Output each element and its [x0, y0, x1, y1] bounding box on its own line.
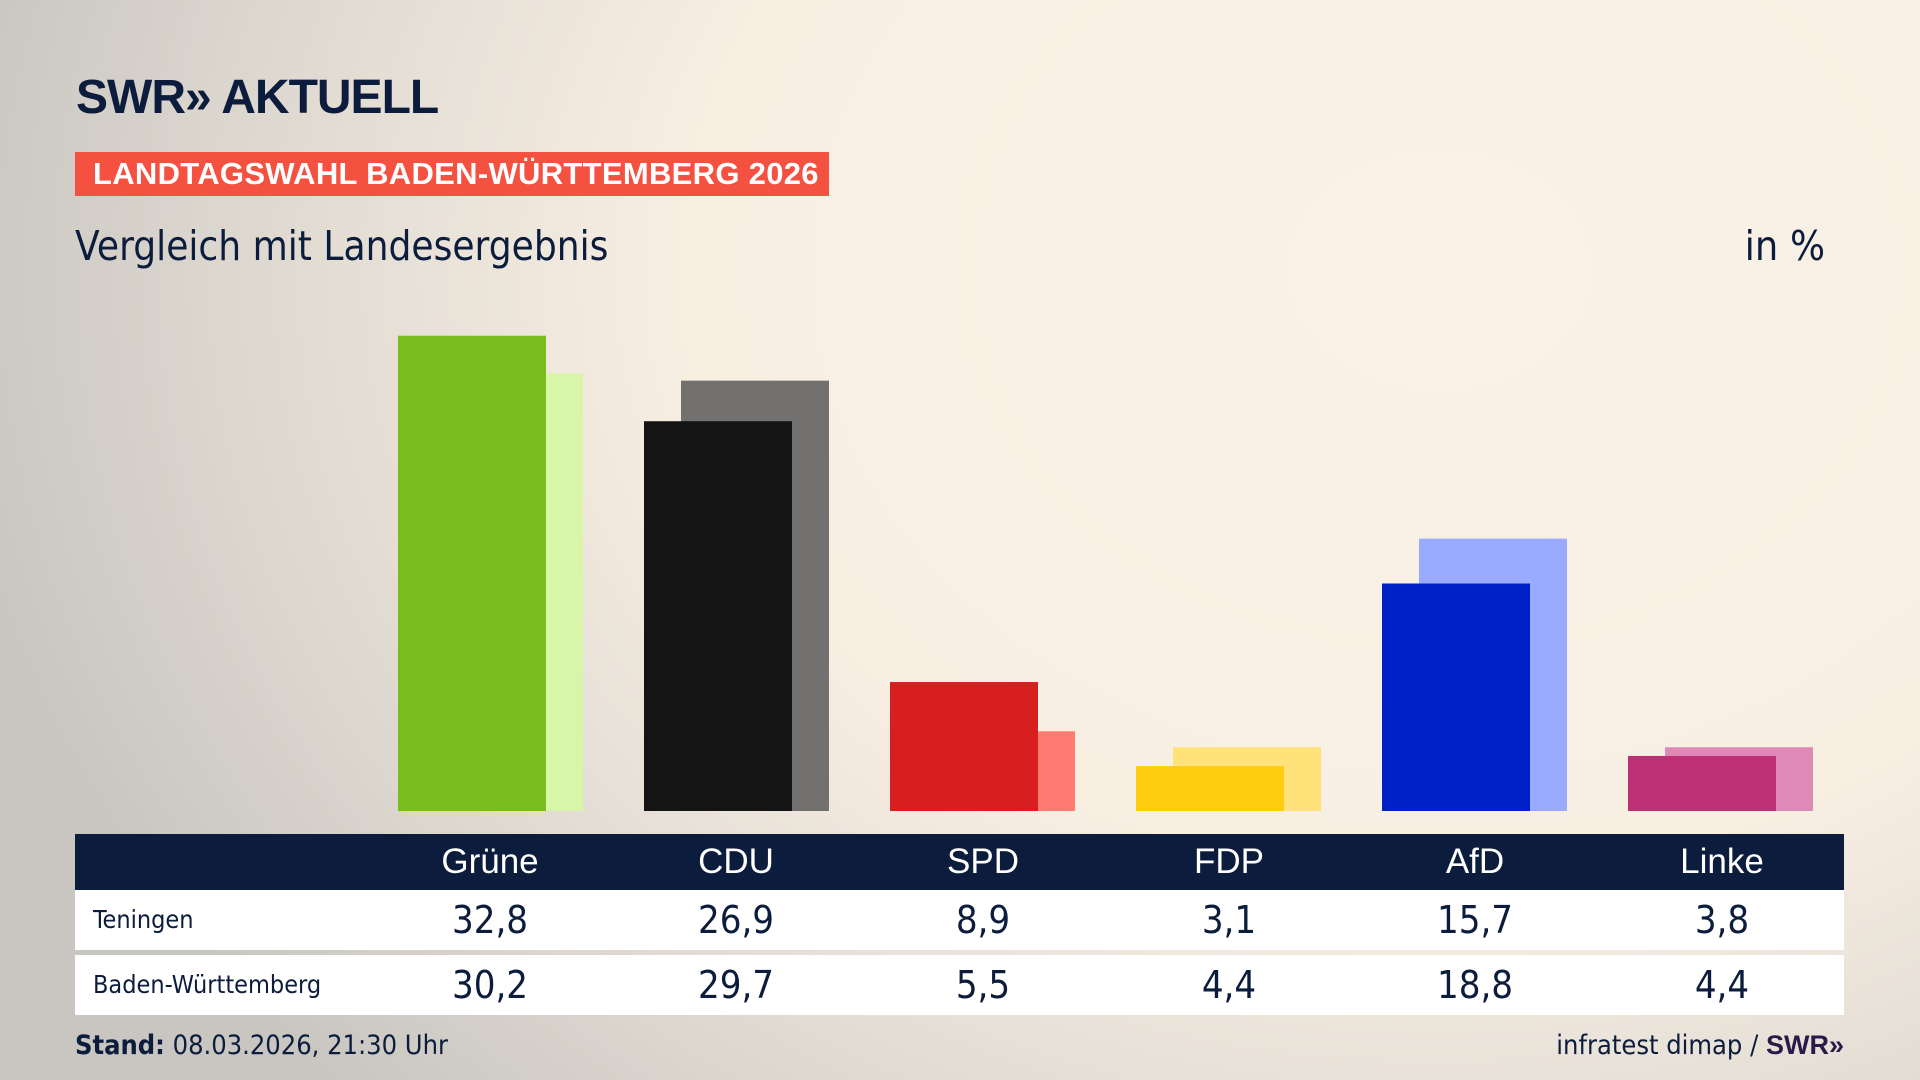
swr-aktuell-logo: SWR» AKTUELL	[76, 71, 439, 124]
header-afd: AfD	[1445, 842, 1505, 881]
header-linke: Linke	[1680, 842, 1764, 881]
bar-linke-teningen	[1628, 755, 1776, 811]
value-cell: 4,4	[1694, 963, 1750, 1007]
stand-label: Stand:	[75, 1030, 165, 1061]
source: infratest dimap / SWR»	[1556, 1030, 1844, 1061]
value-cell: 4,4	[1201, 963, 1257, 1007]
header-cdu: CDU	[698, 842, 774, 881]
header-fdp: FDP	[1194, 842, 1264, 881]
bar-afd-teningen	[1382, 583, 1530, 811]
header-spd: SPD	[947, 842, 1019, 881]
value-cell: 5,5	[955, 963, 1011, 1007]
stand-value: 08.03.2026, 21:30 Uhr	[172, 1030, 448, 1061]
bar-chart	[398, 335, 1813, 811]
bar-gruene-teningen	[398, 335, 546, 811]
value-cell: 26,9	[697, 898, 775, 942]
timestamp: Stand: 08.03.2026, 21:30 Uhr	[75, 1030, 448, 1061]
value-cell: 8,9	[955, 898, 1011, 942]
value-cell: 29,7	[697, 963, 775, 1007]
value-cell: 18,8	[1436, 963, 1514, 1007]
header-gruene: Grüne	[441, 842, 539, 881]
bar-fdp-teningen	[1136, 766, 1284, 811]
swr-logo: SWR»	[1765, 1030, 1844, 1060]
row-label: Baden-Württemberg	[93, 970, 322, 999]
bar-spd-teningen	[890, 682, 1038, 811]
value-cell: 15,7	[1436, 898, 1514, 942]
chart-subtitle: Vergleich mit Landesergebnis	[75, 222, 609, 270]
value-cell: 32,8	[451, 898, 529, 942]
table-header: Grüne CDU SPD FDP AfD Linke	[75, 834, 1844, 890]
row-label: Teningen	[93, 905, 194, 934]
election-banner: LANDTAGSWAHL BADEN-WÜRTTEMBERG 2026	[75, 152, 829, 196]
value-cell: 30,2	[451, 963, 529, 1007]
value-cell: 3,1	[1201, 898, 1257, 942]
table-row: Teningen 32,8 26,9 8,9 3,1 15,7 3,8	[75, 890, 1844, 950]
bar-cdu-teningen	[644, 421, 792, 811]
unit-label: in %	[1744, 222, 1825, 270]
table-row: Baden-Württemberg 30,2 29,7 5,5 4,4 18,8…	[75, 955, 1844, 1015]
source-text: infratest dimap /	[1556, 1030, 1759, 1061]
value-cell: 3,8	[1694, 898, 1750, 942]
